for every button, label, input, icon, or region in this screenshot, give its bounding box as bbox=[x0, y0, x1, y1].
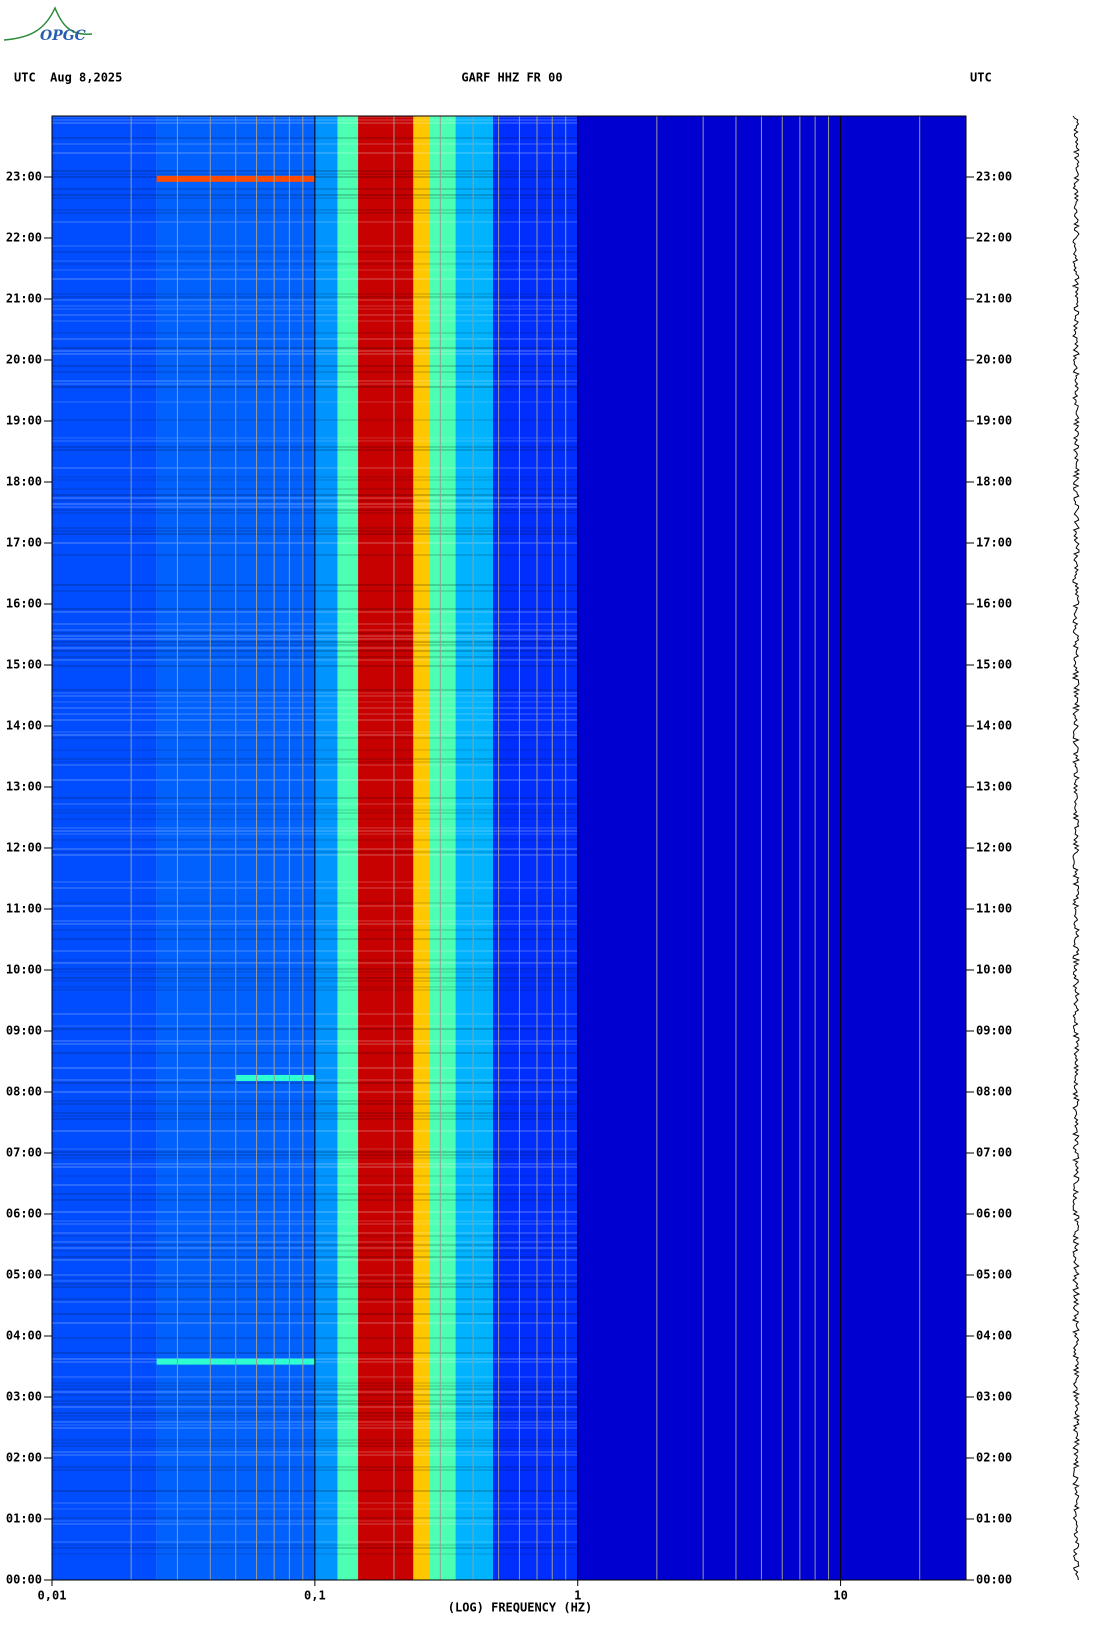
y-tick-label-left: 06:00 bbox=[6, 1207, 42, 1221]
y-tick-label-left: 02:00 bbox=[6, 1451, 42, 1465]
spectral-band bbox=[314, 116, 338, 1580]
y-tick-label-right: 08:00 bbox=[976, 1085, 1012, 1099]
spectral-band bbox=[429, 116, 456, 1580]
y-tick-label-left: 01:00 bbox=[6, 1512, 42, 1526]
y-tick-label-left: 04:00 bbox=[6, 1329, 42, 1343]
spectral-band bbox=[455, 116, 493, 1580]
spectral-band bbox=[358, 116, 414, 1580]
y-tick-label-right: 17:00 bbox=[976, 536, 1012, 550]
y-tick-label-right: 00:00 bbox=[976, 1573, 1012, 1587]
y-tick-label-right: 18:00 bbox=[976, 475, 1012, 489]
y-tick-label-left: 11:00 bbox=[6, 902, 42, 916]
y-tick-label-left: 08:00 bbox=[6, 1085, 42, 1099]
x-axis-label: (LOG) FREQUENCY (HZ) bbox=[448, 1601, 593, 1615]
y-tick-label-right: 12:00 bbox=[976, 841, 1012, 855]
spectral-band bbox=[577, 116, 966, 1580]
logo-curve bbox=[3, 6, 93, 41]
y-tick-label-right: 01:00 bbox=[976, 1512, 1012, 1526]
x-tick-label: 0,1 bbox=[304, 1589, 326, 1603]
spectral-band bbox=[413, 116, 430, 1580]
y-tick-label-right: 13:00 bbox=[976, 780, 1012, 794]
spectral-band bbox=[337, 116, 359, 1580]
y-tick-label-right: 16:00 bbox=[976, 597, 1012, 611]
x-tick-label: 0,01 bbox=[38, 1589, 67, 1603]
y-tick-label-right: 10:00 bbox=[976, 963, 1012, 977]
spectral-band bbox=[492, 116, 578, 1580]
y-tick-label-left: 14:00 bbox=[6, 719, 42, 733]
y-tick-label-left: 16:00 bbox=[6, 597, 42, 611]
y-tick-label-left: 15:00 bbox=[6, 658, 42, 672]
y-tick-label-right: 06:00 bbox=[976, 1207, 1012, 1221]
y-tick-label-left: 07:00 bbox=[6, 1146, 42, 1160]
y-tick-label-left: 19:00 bbox=[6, 414, 42, 428]
y-tick-label-right: 20:00 bbox=[976, 353, 1012, 367]
x-tick-label: 10 bbox=[833, 1589, 847, 1603]
y-tick-label-right: 19:00 bbox=[976, 414, 1012, 428]
seismic-trace bbox=[1071, 115, 1081, 1581]
y-tick-label-right: 14:00 bbox=[976, 719, 1012, 733]
y-tick-label-right: 15:00 bbox=[976, 658, 1012, 672]
chart-title: GARF HHZ FR 00 bbox=[461, 71, 562, 85]
y-tick-label-right: 09:00 bbox=[976, 1024, 1012, 1038]
y-tick-label-left: 03:00 bbox=[6, 1390, 42, 1404]
y-tick-label-left: 21:00 bbox=[6, 292, 42, 306]
spectral-band bbox=[52, 116, 157, 1580]
left-label: UTC Aug 8,2025 bbox=[14, 71, 122, 85]
plot-area bbox=[51, 116, 966, 1580]
x-tick-label: 1 bbox=[574, 1589, 581, 1603]
y-tick-label-left: 13:00 bbox=[6, 780, 42, 794]
y-tick-label-left: 18:00 bbox=[6, 475, 42, 489]
y-tick-label-left: 20:00 bbox=[6, 353, 42, 367]
right-label: UTC bbox=[970, 71, 992, 85]
y-tick-label-left: 10:00 bbox=[6, 963, 42, 977]
y-tick-label-left: 05:00 bbox=[6, 1268, 42, 1282]
y-tick-label-left: 12:00 bbox=[6, 841, 42, 855]
y-tick-label-left: 17:00 bbox=[6, 536, 42, 550]
y-tick-label-right: 04:00 bbox=[976, 1329, 1012, 1343]
y-tick-label-right: 05:00 bbox=[976, 1268, 1012, 1282]
y-tick-label-right: 07:00 bbox=[976, 1146, 1012, 1160]
y-tick-label-left: 22:00 bbox=[6, 231, 42, 245]
y-tick-label-left: 00:00 bbox=[6, 1573, 42, 1587]
plot-frame bbox=[51, 115, 967, 1581]
y-tick-label-right: 03:00 bbox=[976, 1390, 1012, 1404]
event-streak bbox=[235, 1074, 315, 1081]
logo: OPGC bbox=[40, 28, 86, 44]
y-tick-label-left: 09:00 bbox=[6, 1024, 42, 1038]
y-tick-label-right: 22:00 bbox=[976, 231, 1012, 245]
y-tick-label-left: 23:00 bbox=[6, 170, 42, 184]
y-tick-label-right: 21:00 bbox=[976, 292, 1012, 306]
y-tick-label-right: 02:00 bbox=[976, 1451, 1012, 1465]
y-tick-label-right: 23:00 bbox=[976, 170, 1012, 184]
y-tick-label-right: 11:00 bbox=[976, 902, 1012, 916]
